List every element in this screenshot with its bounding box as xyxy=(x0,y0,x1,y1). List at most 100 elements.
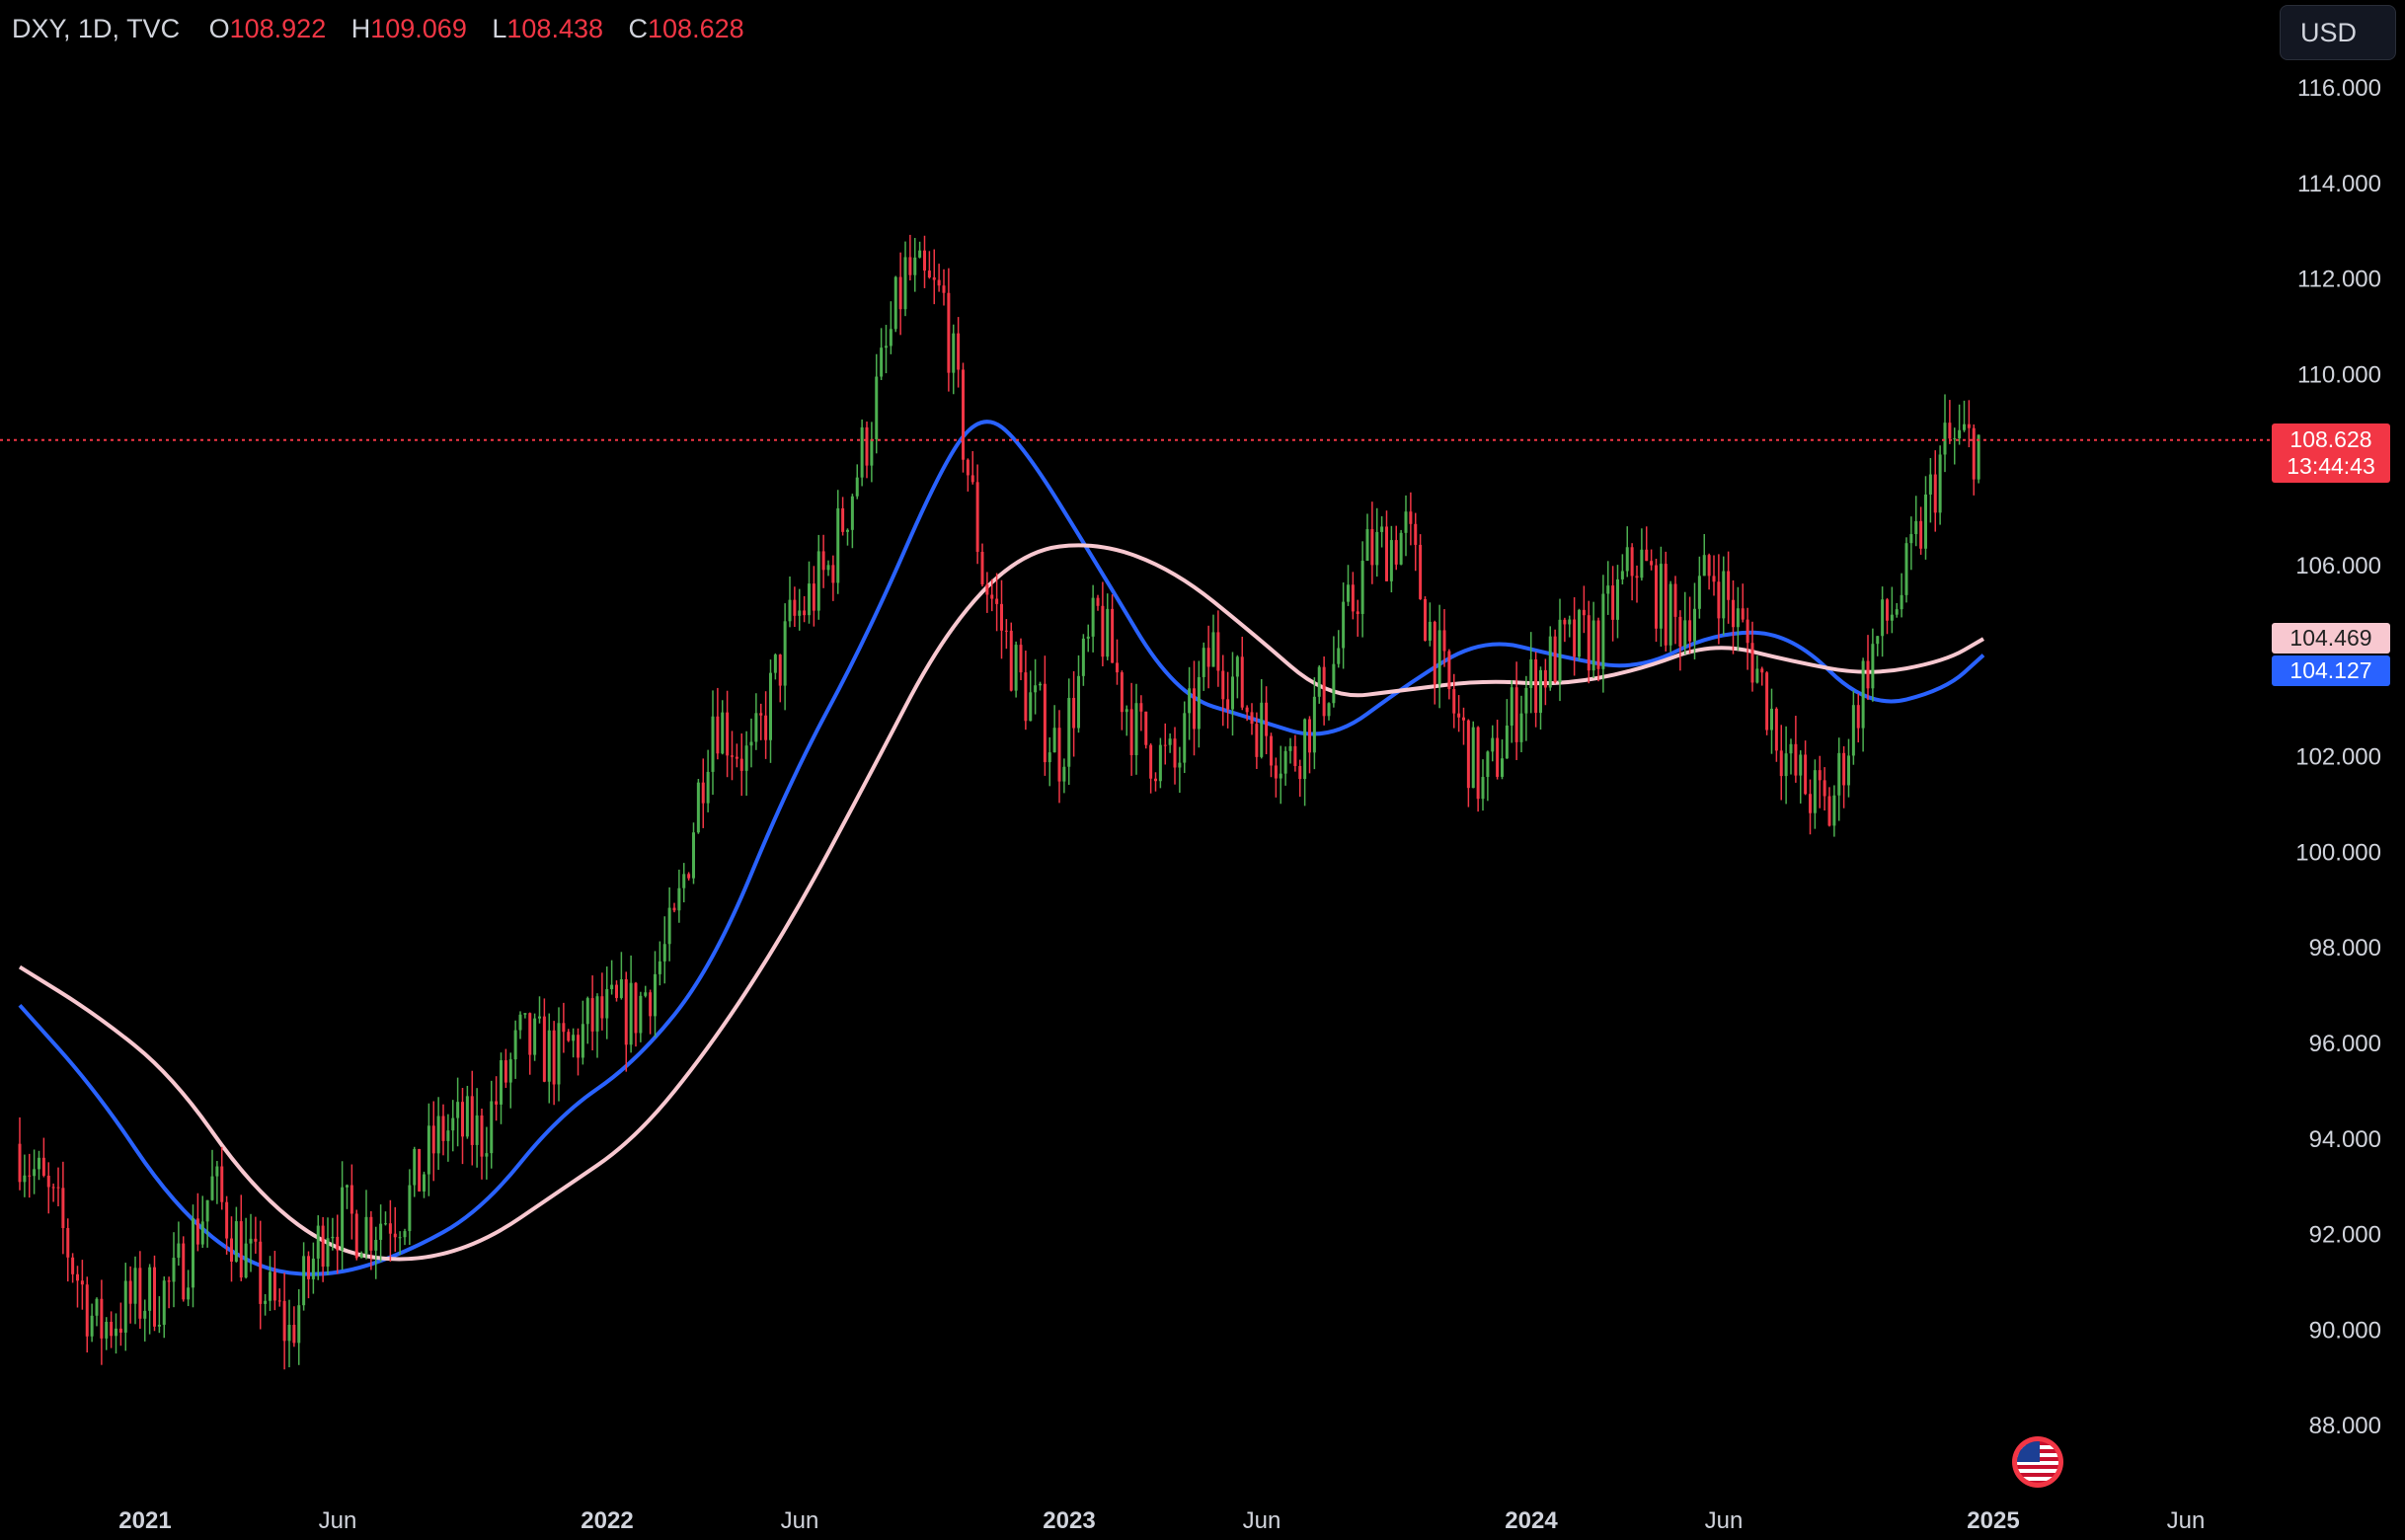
candle-body xyxy=(1539,669,1542,714)
candle-body xyxy=(1616,578,1619,620)
candle-body xyxy=(744,745,748,771)
candle-body xyxy=(307,1256,310,1279)
candle-body xyxy=(749,741,753,746)
candle-body xyxy=(1081,638,1085,676)
candle-body xyxy=(1052,728,1056,753)
us-flag-icon[interactable] xyxy=(2012,1436,2063,1488)
candle-body xyxy=(1582,609,1586,616)
candle-body xyxy=(172,1258,176,1282)
candle-body xyxy=(918,250,922,258)
candle-body xyxy=(1673,583,1677,617)
candle-body xyxy=(793,599,797,616)
candle-body xyxy=(230,1238,233,1263)
candle-body xyxy=(1029,692,1033,722)
candle-body xyxy=(393,1233,397,1238)
candle-body xyxy=(287,1324,291,1342)
candle-body xyxy=(46,1175,50,1188)
candle-body xyxy=(272,1271,276,1301)
candle-body xyxy=(1034,685,1038,693)
candle-body xyxy=(1529,658,1533,688)
candle-body xyxy=(1260,702,1264,757)
candle-body xyxy=(726,712,730,756)
candle-body xyxy=(538,1016,541,1019)
candle-body xyxy=(80,1280,84,1285)
candle-body xyxy=(1245,707,1249,713)
candle-body xyxy=(177,1243,181,1259)
candle-body xyxy=(970,475,974,483)
candle-body xyxy=(1342,601,1346,649)
candle-body xyxy=(803,610,807,616)
y-tick-label: 96.000 xyxy=(2309,1031,2381,1057)
candle-body xyxy=(349,1185,353,1214)
candle-body xyxy=(1086,636,1090,639)
candle-body xyxy=(610,984,614,990)
candle-body xyxy=(403,1231,407,1238)
candle-body xyxy=(336,1236,340,1251)
candle-body xyxy=(808,583,811,616)
candle-body xyxy=(836,507,840,583)
x-tick-label: 2022 xyxy=(581,1507,633,1534)
candle-body xyxy=(1206,648,1210,667)
currency-button[interactable]: USD xyxy=(2280,5,2396,60)
candle-body xyxy=(778,654,782,686)
candle-body xyxy=(692,832,695,879)
candle-body xyxy=(1288,745,1292,751)
candle-body xyxy=(205,1199,209,1222)
candle-body xyxy=(1347,584,1350,602)
candle-body xyxy=(1139,703,1143,712)
candle-body xyxy=(1953,438,1957,440)
candle-body xyxy=(38,1157,40,1170)
symbol-label[interactable]: DXY, 1D, TVC xyxy=(12,14,181,43)
candle-body xyxy=(56,1187,60,1189)
candle-body xyxy=(148,1267,152,1311)
legend-header: DXY, 1D, TVC O108.922 H109.069 L108.438 … xyxy=(12,14,754,44)
candle-body xyxy=(1519,713,1523,742)
candle-body xyxy=(952,333,956,373)
candle-body xyxy=(192,1218,194,1288)
candle-body xyxy=(18,1143,22,1183)
candle-body xyxy=(1606,585,1610,594)
candle-body xyxy=(495,1101,499,1105)
candle-body xyxy=(100,1298,104,1339)
candle-body xyxy=(687,874,691,879)
candle-body xyxy=(384,1223,387,1225)
candle-body xyxy=(585,998,589,1025)
candle-body xyxy=(528,1013,532,1055)
candle-body xyxy=(1337,648,1341,664)
candle-body xyxy=(451,1117,455,1131)
candle-body xyxy=(711,716,715,772)
candle-body xyxy=(1943,423,1947,455)
candle-body xyxy=(1116,662,1119,673)
candle-body xyxy=(1255,724,1259,757)
candle-body xyxy=(133,1268,137,1304)
candle-body xyxy=(1125,709,1128,713)
candle-body xyxy=(1486,751,1490,778)
candle-body xyxy=(1823,780,1826,797)
candle-body xyxy=(1611,585,1615,620)
candle-body xyxy=(1433,621,1436,685)
candle-body xyxy=(374,1239,378,1251)
candle-body xyxy=(1462,717,1465,721)
candle-body xyxy=(1866,660,1870,689)
candle-body xyxy=(302,1256,306,1306)
candle-body xyxy=(321,1225,325,1268)
candle-body xyxy=(1717,581,1721,619)
candle-body xyxy=(292,1324,296,1344)
candle-body xyxy=(436,1116,440,1154)
candle-body xyxy=(1039,683,1042,686)
y-tick-label: 92.000 xyxy=(2309,1222,2381,1249)
candle-body xyxy=(1106,608,1110,657)
candle-body xyxy=(1558,619,1562,683)
price-axis[interactable]: 116.000 114.000 112.000 110.000 106.000 102.0… xyxy=(2295,75,2381,1439)
candle-body xyxy=(1024,672,1028,722)
candle-body xyxy=(1365,529,1369,562)
candle-body xyxy=(1409,511,1413,524)
candle-body xyxy=(167,1280,171,1282)
candle-body xyxy=(855,477,859,497)
candle-body xyxy=(595,996,599,1032)
candle-body xyxy=(157,1324,161,1327)
time-axis[interactable]: 2021 Jun 2022 Jun 2023 Jun 2024 Jun 2025 Jun xyxy=(118,1507,2205,1534)
candle-body xyxy=(865,426,869,466)
candle-body xyxy=(696,782,700,833)
